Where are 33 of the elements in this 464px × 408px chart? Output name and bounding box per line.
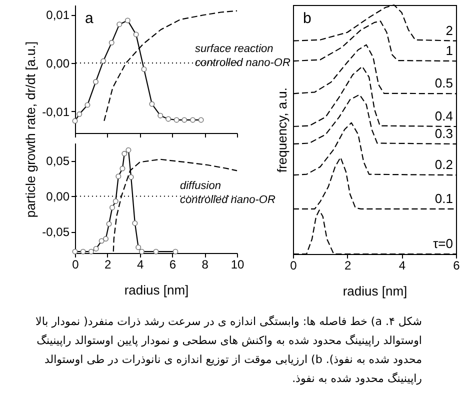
x-tick-label: 0 bbox=[290, 258, 298, 272]
y-tick-label: -0,01 bbox=[42, 104, 70, 119]
x-tick-label: 8 bbox=[202, 258, 209, 272]
y-tick-label: 0,01 bbox=[46, 8, 70, 22]
y-tick-label: 0,00 bbox=[46, 190, 70, 204]
x-tick-label: 6 bbox=[169, 258, 176, 272]
x-tick-label: 4 bbox=[398, 258, 406, 272]
y-axis-title: frequency, a.u. bbox=[274, 87, 290, 173]
series-label: 0.2 bbox=[434, 157, 453, 172]
series-label: 2 bbox=[446, 22, 453, 38]
series-label: τ=0 bbox=[433, 236, 453, 251]
x-tick-label: 2 bbox=[104, 258, 112, 272]
series-label: 0.3 bbox=[434, 126, 453, 141]
annotation: a bbox=[85, 10, 94, 27]
x-axis-title: radius [nm] bbox=[124, 282, 189, 298]
x-tick-label: 10 bbox=[230, 258, 244, 272]
series-label: 0.1 bbox=[434, 190, 453, 206]
y-tick-label: -0,05 bbox=[42, 225, 70, 240]
x-tick-label: 2 bbox=[344, 258, 352, 272]
y-axis-title: particle growth rate, dr/dt [a.u.] bbox=[23, 41, 38, 218]
annotation: b bbox=[303, 10, 312, 27]
x-axis-title: radius [nm] bbox=[342, 284, 408, 298]
x-tick-label: 6 bbox=[453, 258, 460, 272]
annotation: diffusion controlled nano-OR bbox=[180, 180, 276, 206]
x-tick-label: 0 bbox=[72, 258, 80, 272]
text: شکل ۴. a) خط فاصله ها: وابستگی اندازه ی در سرعت رشد ذرات منفرد( نمودار بالا اوستوالد راپینینگ محدود شده به واکنش های سطحی و نمودار پایین اوستوالد راپینینگ محدود شده به نفوذ). b) ارزیابی موقت از توزیع اندازه ی نانوذرات در طی اوستوالد راپینینگ محدود شده به نفوذ. bbox=[34, 314, 422, 387]
y-tick-label: 0,05 bbox=[46, 154, 70, 168]
series-label: 0.4 bbox=[434, 108, 453, 124]
annotation: surface reaction controlled nano-OR bbox=[195, 43, 290, 69]
x-tick-label: 4 bbox=[136, 258, 144, 272]
series-label: 1 bbox=[446, 43, 453, 58]
series-label: 0.5 bbox=[434, 76, 453, 91]
y-tick-label: 0,00 bbox=[46, 56, 70, 70]
